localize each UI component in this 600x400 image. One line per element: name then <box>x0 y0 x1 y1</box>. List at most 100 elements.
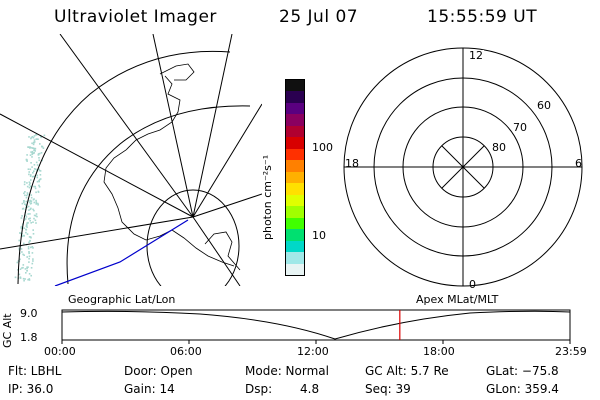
aurora-pixel <box>29 154 32 156</box>
aurora-pixel <box>35 222 37 224</box>
aurora-pixel <box>39 174 42 176</box>
aurora-pixel <box>20 226 22 228</box>
aurora-pixel <box>22 264 25 266</box>
aurora-pixel <box>16 261 19 264</box>
colorbar-segment <box>286 263 304 275</box>
aurora-pixel <box>28 273 31 275</box>
aurora-pixel <box>29 185 32 188</box>
aurora-pixel <box>24 194 26 197</box>
aurora-pixel <box>33 170 35 172</box>
aurora-pixel <box>38 186 41 188</box>
aurora-pixel <box>32 258 34 260</box>
aurora-pixel <box>37 190 40 193</box>
info-gc-alt: GC Alt: 5.7 Re <box>365 364 449 378</box>
aurora-pixel <box>30 200 33 203</box>
aurora-pixel <box>14 276 17 279</box>
aurora-pixel <box>36 138 39 140</box>
info-gain: Gain: 14 <box>124 382 175 396</box>
aurora-pixel <box>39 178 41 181</box>
aurora-pixel <box>25 204 27 207</box>
aurora-pixel <box>37 153 40 156</box>
aurora-pixel <box>27 213 29 215</box>
aurora-pixel <box>33 168 36 170</box>
aurora-pixel <box>24 218 27 220</box>
aurora-pixel <box>38 159 40 162</box>
mlt-label-12: 12 <box>469 49 483 62</box>
aurora-pixel <box>38 157 40 159</box>
aurora-pixel <box>17 269 19 271</box>
colorbar-segment <box>286 229 304 241</box>
aurora-pixel <box>31 150 34 153</box>
aurora-pixel <box>32 136 35 139</box>
aurora-pixel <box>27 193 29 196</box>
aurora-pixel <box>35 199 37 202</box>
aurora-pixel <box>27 222 29 224</box>
aurora-pixel <box>31 175 34 178</box>
aurora-pixel <box>27 266 29 268</box>
aurora-pixel <box>33 152 35 154</box>
aurora-pixel <box>30 146 32 149</box>
mlt-label-0: 0 <box>469 278 476 291</box>
strip-axis-title: GC Alt <box>1 313 14 348</box>
aurora-pixel <box>20 248 23 250</box>
aurora-pixel <box>27 146 30 148</box>
aurora-pixel <box>30 174 32 176</box>
aurora-pixel <box>21 225 23 228</box>
aurora-pixel <box>23 227 25 229</box>
aurora-pixel <box>22 277 25 280</box>
aurora-pixel <box>38 152 41 155</box>
aurora-pixel <box>21 267 23 269</box>
aurora-pixel <box>23 192 25 195</box>
aurora-pixel <box>29 208 32 211</box>
aurora-pixel <box>29 219 31 222</box>
aurora-pixel <box>23 279 25 282</box>
aurora-pixel <box>33 175 36 178</box>
mlat-label-80: 80 <box>492 141 506 154</box>
aurora-pixel <box>24 214 27 217</box>
colorbar-segment <box>286 183 304 195</box>
aurora-pixel <box>25 216 28 218</box>
aurora-pixel <box>31 166 33 168</box>
aurora-pixel <box>29 199 32 202</box>
strip-frame <box>61 309 571 341</box>
info-glat: GLat: −75.8 <box>486 364 559 378</box>
time-tick-0600: 06:00 <box>170 345 202 358</box>
intensity-colorbar <box>285 79 305 276</box>
colorbar-segment <box>286 240 304 253</box>
meridian <box>192 34 233 218</box>
aurora-pixel <box>31 152 34 154</box>
aurora-pixel <box>28 209 30 211</box>
time-tick-1200: 12:00 <box>297 345 329 358</box>
aurora-pixel <box>41 159 43 162</box>
aurora-pixel <box>28 171 30 173</box>
colorbar-segment <box>286 217 304 230</box>
polar-mlt-plot <box>343 47 583 287</box>
aurora-pixel <box>19 276 22 278</box>
colorbar-segment <box>286 171 304 184</box>
aurora-pixel <box>20 232 22 235</box>
coastline <box>204 231 241 271</box>
aurora-pixel <box>24 278 26 280</box>
aurora-pixel <box>38 180 40 183</box>
instrument-title: Ultraviolet Imager <box>54 7 217 27</box>
aurora-pixel <box>29 217 31 220</box>
aurora-pixel <box>30 194 33 196</box>
aurora-pixel <box>28 261 30 263</box>
aurora-pixel <box>33 198 35 200</box>
aurora-pixel <box>28 186 31 189</box>
aurora-pixel <box>33 185 35 188</box>
aurora-pixel <box>29 168 32 171</box>
aurora-pixel <box>29 175 32 177</box>
aurora-pixel <box>30 222 32 224</box>
aurora-pixel <box>28 278 31 280</box>
aurora-pixel <box>26 160 28 162</box>
aurora-pixel <box>32 260 34 262</box>
satellite-track <box>54 219 189 286</box>
info-mode: Mode: Normal <box>245 364 329 378</box>
aurora-pixel <box>34 219 37 222</box>
aurora-pixel <box>26 182 28 184</box>
aurora-pixel <box>28 241 30 244</box>
aurora-pixel <box>27 168 30 170</box>
aurora-pixel <box>23 201 25 204</box>
aurora-pixel <box>25 272 27 274</box>
